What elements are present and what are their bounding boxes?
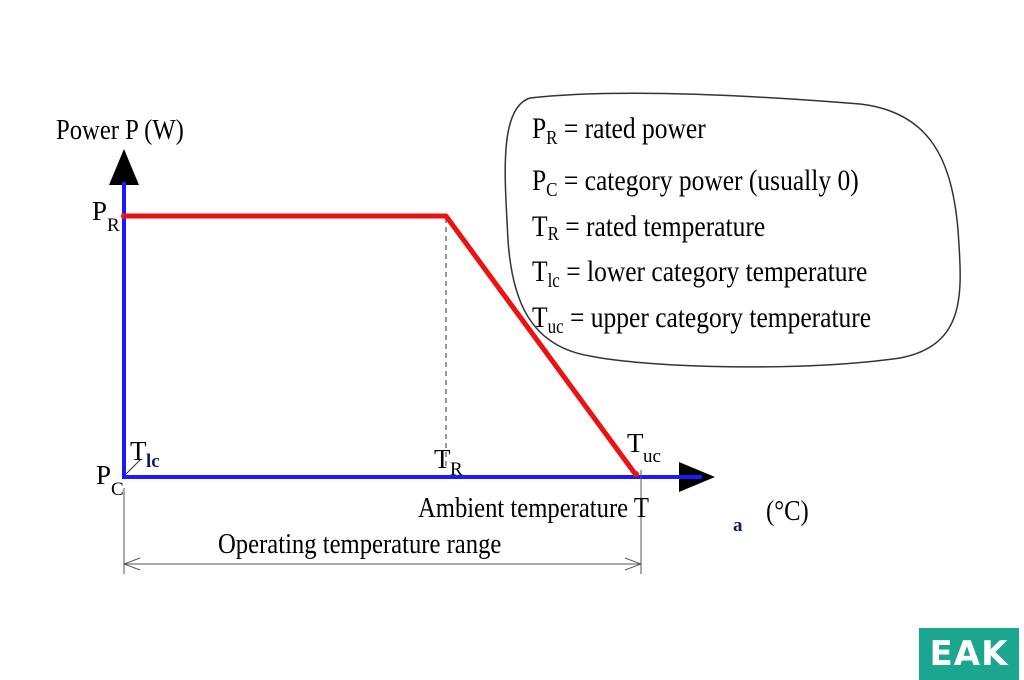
legend-symbol-sub: C [546,179,558,201]
tuc-point [633,471,639,477]
pr-marker: P [92,196,108,226]
pr-point [121,213,127,219]
legend-symbol-sub: R [547,223,559,245]
x-axis-label: Ambient temperature T [418,492,649,524]
legend-symbol-sub: R [546,127,558,149]
legend-text: = upper category temperature [570,301,872,334]
legend-symbol-sub: uc [547,316,564,338]
legend-symbol: P [532,164,547,197]
tuc-marker-sub: uc [643,446,661,467]
range-arrow-right [624,557,643,571]
legend-text: = rated temperature [565,210,766,243]
pr-marker-sub: R [107,215,120,236]
legend-item: Tuc = upper category temperature [532,301,872,338]
legend-symbol: T [532,210,548,243]
x-axis-unit: (°C) [766,495,809,527]
tr-marker: T [434,444,451,474]
tlc-tick [125,459,141,475]
tuc-marker: T [627,428,644,458]
legend-item: TR = rated temperature [532,210,766,245]
legend-symbol: P [532,112,547,145]
legend-item: Tlc = lower category temperature [532,255,868,292]
y-axis-label: Power P (W) [56,114,184,146]
pc-marker: P [96,460,112,490]
derating-curve [124,213,639,477]
logo-text: EAK [929,634,1009,674]
tr-marker-sub: R [450,459,463,480]
x-axis-label-group: Ambient temperature T [418,494,690,523]
pc-marker-sub: C [111,479,124,500]
legend-symbol-sub: lc [547,270,560,292]
eak-logo: EAK [919,628,1019,680]
legend-symbol: T [532,301,548,334]
tlc-marker-sub: lc [146,451,160,472]
range-arrow-left [122,557,141,571]
legend-bubble [504,92,961,368]
tlc-marker: T [130,436,147,466]
legend-symbol: T [532,255,548,288]
legend-text: = lower category temperature [566,255,868,288]
legend-item: PC = category power (usually 0) [532,164,859,201]
x-axis-label-sub: a [733,515,743,536]
legend-text: = category power (usually 0) [563,164,859,197]
legend-item: PR = rated power [532,112,706,149]
operating-range-label: Operating temperature range [218,528,502,560]
legend-text: = rated power [563,112,706,145]
